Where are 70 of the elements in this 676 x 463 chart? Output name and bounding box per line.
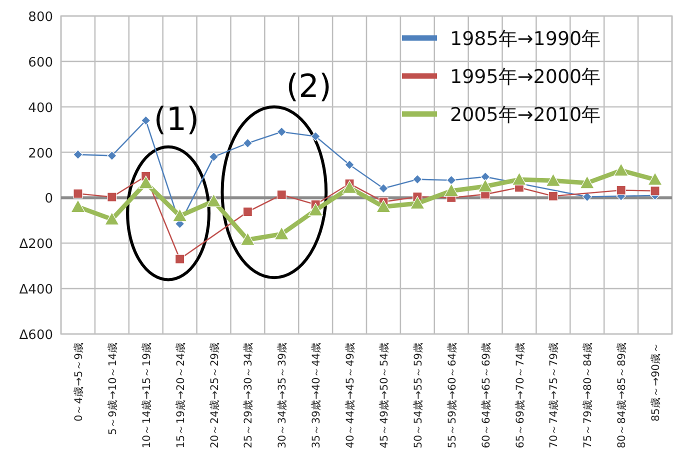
x-tick-label: 35～39歳→40～44歳: [310, 342, 323, 448]
annotation: (1): [154, 100, 200, 138]
x-tick-label: 20～24歳→25～29歳: [208, 342, 221, 448]
y-tick-label: Δ400: [19, 282, 53, 298]
point: [70, 200, 86, 213]
point: [172, 208, 188, 222]
point: [310, 132, 320, 142]
legend-label: 1995年→2000年: [450, 66, 601, 88]
x-tick-label: 5～9歳→10～14歳: [106, 342, 119, 435]
y-tick-label: Δ600: [19, 328, 53, 343]
point: [480, 172, 490, 182]
point: [104, 212, 120, 226]
point: [308, 202, 323, 216]
point: [206, 194, 222, 207]
point: [478, 179, 493, 192]
point: [240, 232, 255, 246]
point: [546, 173, 560, 186]
y-tick-label: 200: [28, 146, 53, 162]
x-tick-label: 75～79歳→80～84歳: [581, 342, 594, 448]
point: [242, 138, 252, 148]
point: [138, 176, 154, 189]
legend-label: 2005年→2010年: [450, 104, 601, 126]
x-tick-label: 85歳～→90歳～: [649, 342, 662, 422]
point: [548, 191, 558, 201]
point: [446, 175, 456, 186]
point: [175, 254, 185, 264]
point: [276, 127, 286, 137]
point: [107, 150, 117, 160]
point: [141, 116, 151, 126]
point: [276, 190, 286, 200]
x-tick-label: 45～49歳→50～54歳: [377, 342, 390, 448]
point: [410, 196, 425, 210]
point: [412, 174, 422, 184]
x-tick-label: 80～84歳→85～89歳: [615, 342, 628, 448]
x-tick-label: 50～54歳→55～59歳: [411, 342, 424, 448]
annotation: (2): [286, 66, 332, 105]
x-tick-label: 30～34歳→35～39歳: [276, 342, 289, 448]
point: [444, 184, 459, 197]
point: [73, 188, 83, 198]
x-tick-label: 40～44歳→45～49歳: [344, 342, 357, 448]
point: [648, 172, 662, 186]
y-tick-label: 400: [28, 100, 53, 116]
y-tick-label: Δ200: [19, 237, 53, 252]
point: [512, 172, 527, 186]
y-tick-label: 600: [28, 55, 53, 70]
point: [376, 200, 391, 213]
point: [73, 150, 83, 160]
y-tick-label: 0: [44, 192, 53, 207]
x-tick-label: 25～29歳→30～34歳: [242, 342, 255, 448]
point: [378, 184, 388, 194]
point: [650, 186, 660, 196]
x-tick-label: 10～14歳→15～19歳: [140, 342, 153, 448]
x-tick-label: 55～59歳→60～64歳: [445, 342, 458, 448]
x-tick-label: 65～69歳→70～74歳: [513, 342, 526, 448]
x-tick-label: 70～74歳→75～79歳: [547, 342, 560, 448]
x-tick-label: 0～4歳→5～9歳: [72, 342, 85, 422]
x-tick-label: 15～19歳→20～24歳: [174, 342, 187, 448]
point: [616, 185, 626, 196]
point: [614, 163, 628, 176]
point: [107, 192, 117, 202]
point: [344, 160, 354, 170]
point: [208, 152, 219, 162]
legend-label: 1985年→1990年: [450, 28, 601, 50]
point: [582, 192, 592, 202]
y-tick-label: 800: [28, 10, 53, 25]
point: [342, 180, 357, 194]
point: [580, 176, 594, 189]
x-tick-label: 60～64歳→65～69歳: [479, 342, 492, 448]
point: [274, 226, 289, 240]
point: [242, 206, 252, 217]
